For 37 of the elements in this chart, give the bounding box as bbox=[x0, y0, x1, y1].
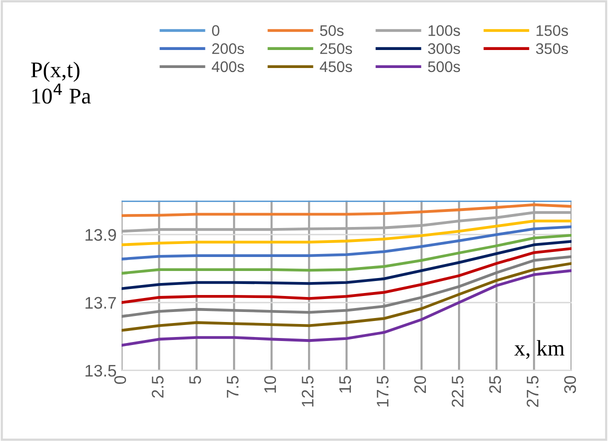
y-tick-label: 13.7 bbox=[86, 296, 116, 309]
x-tick-label: 7.5 bbox=[226, 376, 239, 398]
x-tick-label: 2.5 bbox=[152, 376, 164, 398]
line-series bbox=[122, 247, 572, 304]
x-tick-label: 20 bbox=[414, 376, 426, 393]
x-tick-label: 12.5 bbox=[302, 376, 314, 406]
line-series bbox=[122, 234, 572, 275]
legend-label: 300s bbox=[428, 43, 460, 54]
legend-label: 50s bbox=[320, 25, 344, 36]
legend-label: 400s bbox=[212, 61, 244, 72]
x-axis-title: x, km bbox=[514, 340, 564, 359]
line-series bbox=[122, 240, 572, 290]
legend-label: 200s bbox=[212, 43, 244, 54]
legend-label: 500s bbox=[428, 61, 460, 72]
y-tick-label: 13.9 bbox=[86, 229, 116, 241]
x-tick-label: 25 bbox=[489, 376, 502, 393]
x-tick-label: 22.5 bbox=[452, 376, 464, 407]
y-axis-title: P(x,t) 10$^{4}$ Pa bbox=[31, 62, 91, 104]
x-tick-label: 30 bbox=[564, 376, 576, 394]
x-tick-label: 27.5 bbox=[526, 376, 538, 407]
legend-label: 0 bbox=[212, 25, 220, 36]
legend-label: 350s bbox=[536, 43, 568, 54]
y-tick-label: 13.5 bbox=[86, 364, 116, 377]
x-tick-label: 0 bbox=[114, 376, 126, 384]
legend-label: 150s bbox=[536, 25, 568, 36]
legend-label: 450s bbox=[320, 61, 352, 72]
x-tick-label: 5 bbox=[189, 376, 202, 384]
line-series bbox=[122, 225, 572, 260]
line-series bbox=[122, 262, 572, 332]
legend-label: 250s bbox=[320, 43, 352, 54]
line-series bbox=[122, 220, 572, 246]
x-tick-label: 15 bbox=[339, 376, 352, 393]
legend-label: 100s bbox=[428, 25, 460, 36]
x-tick-label: 10 bbox=[264, 376, 276, 393]
line-series bbox=[122, 255, 572, 318]
x-tick-label: 17.5 bbox=[376, 376, 389, 406]
line-series bbox=[122, 203, 572, 217]
